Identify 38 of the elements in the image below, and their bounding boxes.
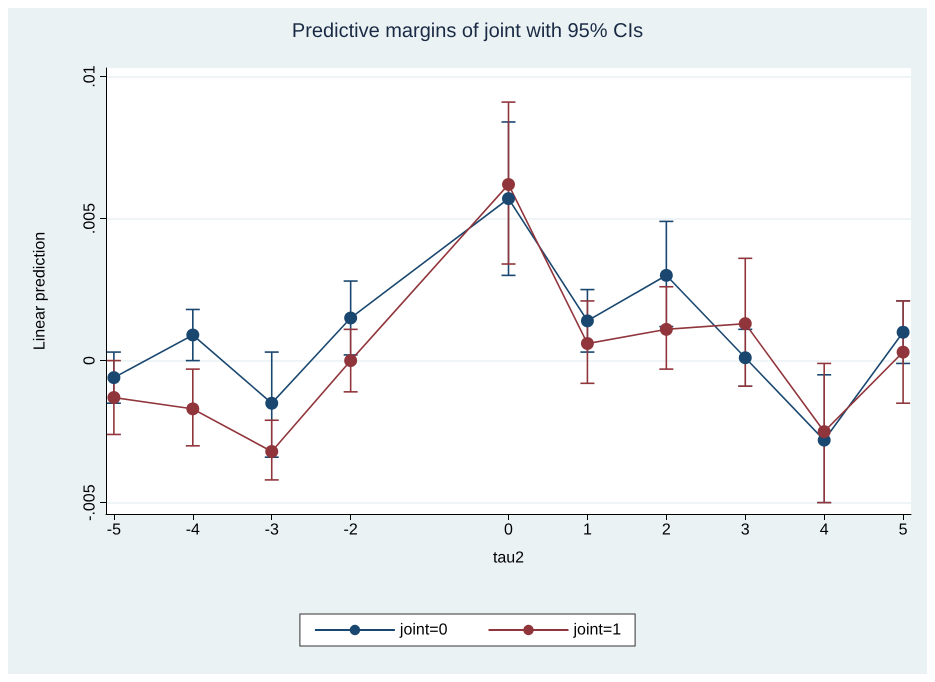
x-tick-label: -5 [106, 522, 122, 538]
x-tick-label: 3 [740, 522, 750, 538]
point [186, 402, 200, 416]
point [265, 445, 278, 458]
point [660, 322, 673, 336]
point [502, 192, 515, 206]
x-axis-title: tau2 [492, 550, 524, 566]
chart-title: Predictive margins of joint with 95% CIs [292, 20, 644, 42]
y-axis-title: Linear prediction [32, 232, 48, 350]
point [107, 391, 120, 404]
x-tick-label: -3 [264, 522, 279, 538]
x-tick-label: 1 [582, 522, 592, 538]
point [580, 314, 594, 328]
point [896, 346, 910, 359]
x-tick-label: -2 [344, 522, 358, 538]
x-tick-label: 4 [820, 522, 829, 538]
point [580, 337, 594, 350]
x-tick-label: 0 [504, 522, 514, 538]
point [186, 328, 200, 342]
point [265, 396, 278, 410]
y-tick-label: -.005 [82, 484, 98, 521]
x-tick-label: 2 [662, 522, 671, 538]
point [660, 268, 673, 282]
point [738, 317, 752, 330]
point [107, 371, 120, 384]
x-tick-label: -4 [186, 522, 200, 538]
y-tick-label: 0 [82, 356, 98, 366]
point [896, 326, 910, 339]
x-tick-label: 5 [898, 522, 908, 538]
point [344, 354, 358, 368]
legend-label: joint=0 [398, 622, 448, 638]
y-tick-label: .01 [82, 65, 98, 88]
y-tick-label: .005 [82, 202, 98, 234]
point [344, 311, 358, 324]
point [738, 351, 752, 364]
point [818, 425, 831, 438]
legend-label: joint=1 [572, 622, 622, 638]
point [502, 178, 515, 191]
